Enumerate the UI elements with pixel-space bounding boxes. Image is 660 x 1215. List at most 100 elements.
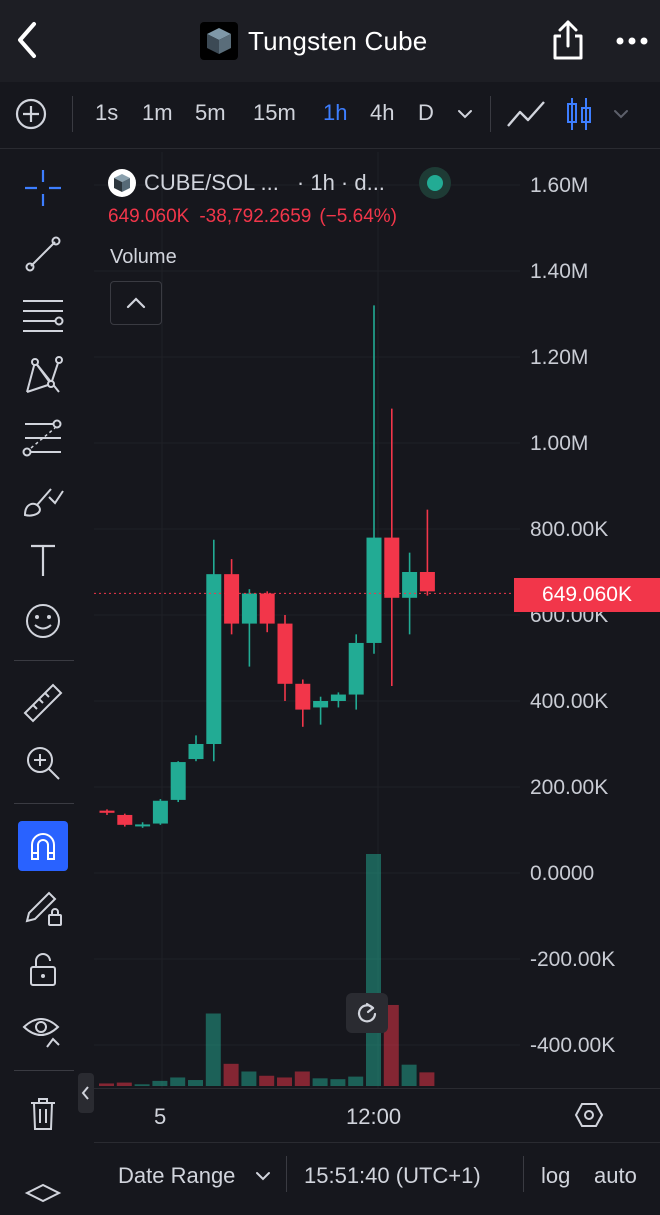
delete-drawings-button[interactable] [18,1088,68,1138]
auto-scale-toggle[interactable]: auto [594,1163,637,1188]
add-indicator-button[interactable] [14,97,48,131]
price-axis-label: 200.00K [530,776,609,799]
date-range-button[interactable]: Date Range [118,1163,236,1188]
volume-bar [99,1083,114,1086]
smiley-icon [26,604,60,638]
chart-toolbar [0,82,660,149]
market-status-indicator[interactable] [418,167,451,199]
line-chart-button[interactable] [504,96,548,132]
candle-body [366,537,382,643]
chevron-down-icon [256,1172,270,1181]
price-axis-label: -400.00K [530,1034,616,1057]
candle-body [224,574,240,624]
chevron-down-icon [614,110,628,119]
reset-chart-button[interactable] [346,993,388,1033]
more-dots-icon [616,37,648,45]
volume-indicator-label[interactable]: Volume [110,246,177,268]
candle-body [135,824,151,827]
price-axis-label: 400.00K [530,690,609,713]
zoom-in-icon [27,747,60,780]
more-options-button[interactable] [612,26,652,56]
tungsten-cube-logo-icon [200,22,238,60]
time-axis-label: 5 [154,1104,167,1129]
timeframe-d[interactable]: D [418,100,434,125]
measure-tool[interactable] [18,678,68,728]
toolbar-divider [72,96,73,132]
candlestick-icon [567,98,591,130]
volume-bar [205,1013,221,1086]
volume-bar [223,1063,239,1086]
timeframe-dropdown[interactable] [454,104,476,124]
log-scale-toggle[interactable]: log [541,1163,571,1188]
bottom-divider [523,1156,524,1192]
price-axis-label: 1.20M [530,346,589,369]
lock-drawings-button[interactable] [18,882,68,932]
trend-line-tool[interactable] [18,229,68,279]
text-tool[interactable] [18,535,68,585]
drawing-tools-sidebar [0,149,88,1200]
volume-bar [170,1077,186,1086]
candle-body [330,694,346,701]
candle-body [277,623,293,684]
timezone-clock[interactable]: 15:51:40 (UTC+1) [304,1163,481,1188]
candle-body [99,810,115,813]
crosshair-icon [25,170,61,206]
line-chart-icon [507,101,545,127]
volume-bar [366,854,381,1086]
brush-tool[interactable] [18,474,68,524]
emoji-tool[interactable] [18,596,68,646]
timeframe-1m[interactable]: 1m [142,100,173,125]
timeframe-15m[interactable]: 15m [253,100,296,125]
lines-icon [23,300,64,332]
volume-bar [116,1082,132,1086]
share-button[interactable] [548,18,588,62]
chevron-left-icon [18,22,36,58]
share-icon [553,20,583,60]
crosshair-tool[interactable] [18,163,68,213]
candle-body [259,593,275,624]
text-icon [31,544,55,576]
price-change-percent: (−5.64%) [319,206,397,227]
pattern-icon [26,356,63,393]
page-title: Tungsten Cube [248,25,428,56]
symbol-pair: CUBE/SOL ... [144,170,279,195]
last-price: 649.060K [108,206,190,227]
token-logo-icon [108,169,136,197]
tools-divider [14,1070,74,1071]
chart-settings-button[interactable] [574,1100,604,1130]
volume-bar [188,1080,203,1086]
date-range-dropdown[interactable] [252,1166,274,1186]
back-button[interactable] [8,18,48,62]
timeframe-1h[interactable]: 1h [323,100,348,125]
collapse-legend-button[interactable] [110,281,162,325]
layers-button[interactable] [18,1165,68,1215]
price-axis-label: -200.00K [530,948,616,971]
collapse-sidebar-button[interactable] [78,1073,94,1113]
tools-divider [14,660,74,661]
volume-bar [401,1064,417,1086]
price-axis-label: 1.60M [530,174,589,197]
volume-bar [259,1075,275,1086]
current-price-tag: 649.060K [514,578,660,612]
timeframe-4h[interactable]: 4h [370,100,395,125]
ruler-icon [23,683,63,723]
timeframe-1s[interactable]: 1s [95,100,119,125]
pencil-lock-icon [25,891,62,926]
plus-circle-icon [15,98,47,130]
chart-type-dropdown[interactable] [610,104,632,124]
candle-chart-button[interactable] [562,94,596,134]
fib-tool[interactable] [18,413,68,463]
pattern-tool[interactable] [18,351,68,401]
time-axis [94,1088,660,1143]
tools-divider [14,803,74,804]
volume-bar [294,1071,310,1086]
magnet-mode-button[interactable] [18,821,68,871]
ohlc-legend: 649.060K -38,792.2659 (−5.64%) [108,206,397,228]
lock-all-button[interactable] [18,944,68,994]
price-axis-label: 0.0000 [530,862,595,885]
zoom-tool[interactable] [18,738,68,788]
hide-drawings-button[interactable] [18,1004,68,1054]
eye-icon [22,1018,60,1048]
horizontal-lines-tool[interactable] [18,290,68,340]
timeframe-5m[interactable]: 5m [195,100,226,125]
